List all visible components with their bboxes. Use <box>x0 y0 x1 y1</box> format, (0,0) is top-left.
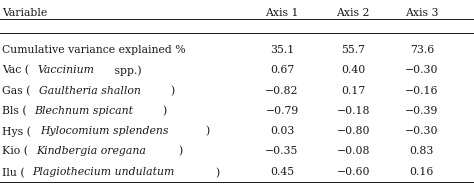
Text: ): ) <box>178 146 182 157</box>
Text: ): ) <box>216 167 219 178</box>
Text: Vac (: Vac ( <box>2 65 29 76</box>
Text: Hys (: Hys ( <box>2 126 31 137</box>
Text: −0.82: −0.82 <box>265 86 299 95</box>
Text: Plagiothecium undulatum: Plagiothecium undulatum <box>32 167 174 177</box>
Text: Bls (: Bls ( <box>2 106 27 116</box>
Text: Cumulative variance explained %: Cumulative variance explained % <box>2 45 186 55</box>
Text: 73.6: 73.6 <box>410 45 434 55</box>
Text: Gaultheria shallon: Gaultheria shallon <box>39 86 141 95</box>
Text: −0.79: −0.79 <box>265 106 299 116</box>
Text: 0.83: 0.83 <box>410 146 434 156</box>
Text: ): ) <box>162 106 166 116</box>
Text: −0.39: −0.39 <box>405 106 438 116</box>
Text: Axis 1: Axis 1 <box>265 8 299 18</box>
Text: ): ) <box>206 126 210 136</box>
Text: 0.16: 0.16 <box>410 167 434 177</box>
Text: −0.30: −0.30 <box>405 126 438 136</box>
Text: Kindbergia oregana: Kindbergia oregana <box>36 146 146 156</box>
Text: Gas (: Gas ( <box>2 86 31 96</box>
Text: ): ) <box>171 86 175 96</box>
Text: Ilu (: Ilu ( <box>2 167 25 178</box>
Text: Hylocomium splendens: Hylocomium splendens <box>40 126 168 136</box>
Text: 35.1: 35.1 <box>270 45 294 55</box>
Text: −0.80: −0.80 <box>337 126 370 136</box>
Text: 0.17: 0.17 <box>341 86 365 95</box>
Text: Axis 3: Axis 3 <box>405 8 438 18</box>
Text: −0.35: −0.35 <box>265 146 299 156</box>
Text: 0.40: 0.40 <box>341 65 365 75</box>
Text: 55.7: 55.7 <box>341 45 365 55</box>
Text: Blechnum spicant: Blechnum spicant <box>34 106 133 116</box>
Text: Vaccinium: Vaccinium <box>37 65 94 75</box>
Text: −0.18: −0.18 <box>337 106 370 116</box>
Text: −0.16: −0.16 <box>405 86 438 95</box>
Text: −0.60: −0.60 <box>337 167 370 177</box>
Text: 0.03: 0.03 <box>270 126 294 136</box>
Text: Axis 2: Axis 2 <box>337 8 370 18</box>
Text: −0.30: −0.30 <box>405 65 438 75</box>
Text: −0.08: −0.08 <box>337 146 370 156</box>
Text: 0.67: 0.67 <box>270 65 294 75</box>
Text: 0.45: 0.45 <box>270 167 294 177</box>
Text: spp.): spp.) <box>111 65 142 76</box>
Text: Kio (: Kio ( <box>2 146 28 157</box>
Text: Variable: Variable <box>2 8 47 18</box>
